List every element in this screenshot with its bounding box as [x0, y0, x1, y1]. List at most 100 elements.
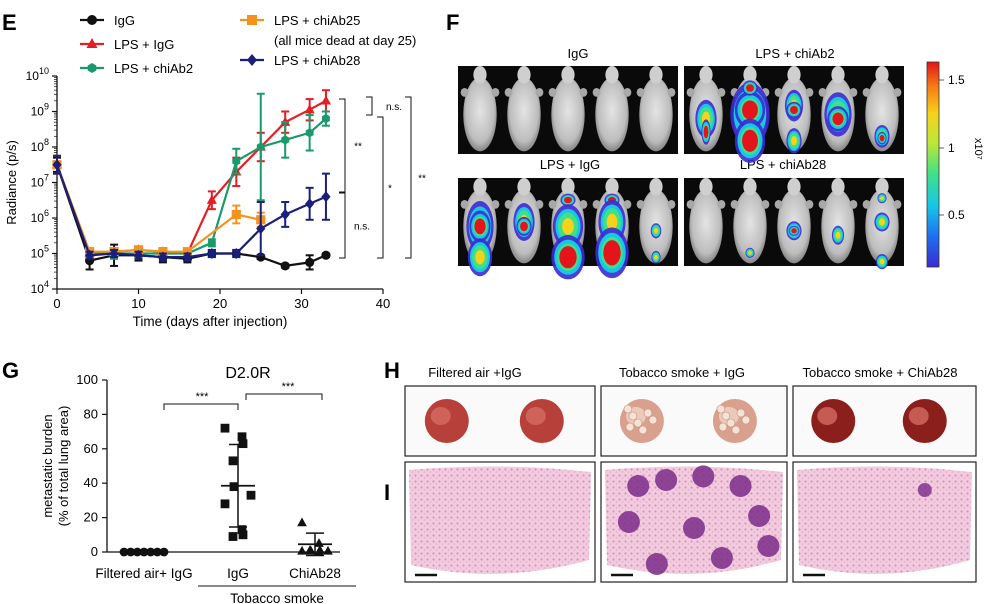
panel-label-e: E	[2, 10, 17, 35]
mouse-paw	[636, 88, 645, 97]
data-point	[305, 128, 314, 138]
significance-label: ***	[282, 381, 296, 393]
data-point	[280, 261, 290, 271]
mouse-body	[595, 77, 629, 152]
mouse-body	[689, 189, 723, 264]
group-1	[220, 423, 256, 541]
imaging-group-1	[684, 66, 904, 163]
category-label: Filtered air+ IgG	[95, 566, 192, 581]
panel-label-i: I	[384, 480, 390, 505]
tumor-lesion	[627, 475, 650, 497]
signal-core	[742, 129, 758, 152]
tumor-nodule	[625, 422, 635, 432]
tumor-nodule	[741, 415, 751, 425]
legend-note: (all mice dead at day 25)	[274, 33, 416, 48]
metastatic-burden-scatter-chart: 0 20 40 60 80 100 D2.0R metastatic burden (% of …	[40, 365, 356, 604]
y-tick-label: 40	[84, 475, 98, 490]
mouse-paw	[686, 88, 695, 97]
signal-spot	[877, 131, 887, 145]
y-tick-label: 108	[31, 137, 49, 154]
mouse-body	[507, 77, 541, 152]
legend-marker	[247, 15, 257, 25]
group-label-lps-igg: LPS + IgG	[540, 157, 600, 172]
signal-spot	[831, 225, 845, 245]
y-tick-label: 80	[84, 406, 98, 421]
bracket-ns-top-label: n.s.	[386, 102, 402, 113]
mouse-image	[548, 66, 588, 152]
series-lps-igg	[51, 89, 332, 259]
signal-core	[748, 250, 752, 255]
signal-spot	[595, 227, 629, 279]
bracket-ns-bottom	[339, 192, 346, 259]
mouse-head	[831, 178, 845, 196]
mouse-body	[463, 77, 497, 152]
data-point	[281, 135, 290, 145]
data-point	[159, 547, 169, 557]
mouse-head	[517, 66, 531, 84]
data-point	[85, 249, 95, 261]
mouse-head	[699, 66, 713, 84]
radiance-line-chart: 104 105 106 107 108 109 1010 0 10 20 30 40 Time (day…	[4, 13, 426, 329]
data-point	[158, 251, 168, 263]
mouse-image	[686, 178, 726, 264]
data-point	[207, 238, 216, 248]
mouse-body	[639, 77, 673, 152]
mouse-body	[551, 77, 585, 152]
lung-label-tobacco-igg: Tobacco smoke + IgG	[619, 365, 745, 380]
bracket-star-label: *	[388, 184, 392, 195]
data-point	[297, 545, 307, 555]
mouse-head	[699, 178, 713, 196]
signal-core	[742, 100, 758, 120]
signal-spot	[788, 225, 800, 236]
lung-highlight	[525, 407, 546, 425]
legend-label: LPS + chiAb28	[274, 53, 360, 68]
tumor-nodule	[716, 404, 726, 414]
tumor-nodule	[633, 418, 643, 428]
tumor-lesion	[617, 511, 640, 533]
mouse-paw	[818, 200, 827, 209]
group-label-lps-chiab28: LPS + chiAb28	[740, 157, 826, 172]
lung-histology-2	[792, 461, 977, 583]
significance-label: ***	[196, 391, 210, 403]
mouse-head	[649, 178, 663, 196]
mouse-paw	[579, 88, 588, 97]
mouse-head	[875, 66, 889, 84]
mouse-paw	[893, 88, 902, 97]
legend-label: LPS + chiAb2	[114, 61, 193, 76]
data-point	[146, 547, 156, 557]
mouse-image	[504, 66, 544, 152]
signal-core	[880, 196, 884, 201]
mouse-paw	[579, 200, 588, 209]
signal-spot	[875, 253, 889, 270]
lung-images-panel: Filtered air +IgG Tobacco smoke + IgG To…	[404, 365, 977, 583]
signal-core	[603, 240, 621, 266]
mouse-paw	[623, 88, 632, 97]
imaging-group-2	[458, 178, 678, 280]
tumor-lesion	[917, 483, 932, 497]
signal-core	[703, 125, 709, 139]
data-point	[182, 251, 192, 263]
tumor-nodule	[721, 411, 731, 421]
significance-bracket	[163, 403, 239, 410]
mouse-paw	[849, 88, 858, 97]
data-point	[109, 247, 119, 260]
data-point	[306, 545, 316, 555]
tumor-nodule	[623, 404, 633, 414]
mouse-head	[473, 66, 487, 84]
lung-photo-2	[792, 385, 977, 457]
mouse-paw	[717, 200, 726, 209]
data-point	[305, 257, 315, 267]
mouse-paw	[592, 88, 601, 97]
signal-core	[791, 228, 797, 234]
mouse-head	[473, 178, 487, 196]
panel-label-h: H	[384, 358, 400, 383]
bracket-ns-top	[366, 96, 373, 116]
y-tick-label: 106	[31, 208, 49, 225]
data-point	[139, 547, 149, 557]
signal-spot	[877, 193, 887, 204]
mouse-paw	[548, 88, 557, 97]
data-point	[133, 249, 144, 261]
mouse-paw	[535, 200, 544, 209]
signal-core	[606, 213, 618, 231]
